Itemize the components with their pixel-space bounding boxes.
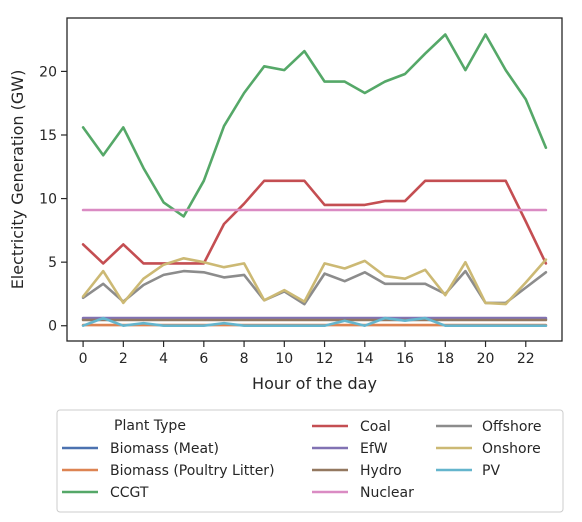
legend-title: Plant Type [114, 418, 186, 434]
series-line-offshore [81, 269, 548, 306]
legend-box [56, 409, 564, 513]
legend-item-hydro: Hydro [312, 463, 402, 479]
y-tick-label: 0 [48, 319, 57, 335]
legend-label: EfW [360, 441, 388, 457]
legend-label: Nuclear [360, 485, 414, 501]
legend-label: PV [482, 463, 500, 479]
x-tick-label: 6 [199, 351, 208, 367]
y-axis-ticks: 0 5 10 15 20 [39, 64, 67, 335]
x-tick-label: 14 [356, 351, 374, 367]
legend-label: Onshore [482, 441, 541, 457]
plot-lines [81, 33, 548, 328]
legend-label: Biomass (Poultry Litter) [110, 463, 275, 479]
legend-item-nuclear: Nuclear [312, 485, 414, 501]
legend-item-efw: EfW [312, 441, 388, 457]
legend-label: Biomass (Meat) [110, 441, 219, 457]
legend-item-biomass-meat: Biomass (Meat) [62, 441, 219, 457]
y-tick-label: 15 [39, 128, 57, 144]
legend-item-pv: PV [436, 463, 500, 479]
legend: Plant Type Biomass (Meat) Biomass (Poultr… [56, 409, 564, 513]
x-axis-ticks: 0 2 4 6 8 10 12 14 16 18 20 22 [79, 341, 535, 367]
x-tick-label: 10 [275, 351, 293, 367]
x-axis-label: Hour of the day [252, 374, 377, 393]
legend-item-offshore: Offshore [436, 419, 541, 435]
legend-item-onshore: Onshore [436, 441, 541, 457]
y-tick-label: 20 [39, 64, 57, 80]
legend-label: Hydro [360, 463, 402, 479]
legend-item-ccgt: CCGT [62, 485, 149, 501]
legend-items: Biomass (Meat) Biomass (Poultry Litter) CC… [62, 419, 541, 501]
y-axis-label: Electricity Generation (GW) [8, 70, 27, 290]
legend-label: Offshore [482, 419, 541, 435]
y-tick-label: 10 [39, 192, 57, 208]
legend-label: CCGT [110, 485, 149, 501]
x-tick-label: 2 [119, 351, 128, 367]
x-tick-label: 0 [79, 351, 88, 367]
x-tick-label: 12 [316, 351, 334, 367]
series-line-pv [81, 316, 548, 328]
x-tick-label: 22 [517, 351, 535, 367]
plot-frame [66, 17, 563, 342]
series-line-ccgt [81, 33, 548, 218]
legend-item-coal: Coal [312, 419, 391, 435]
series-line-coal [81, 179, 548, 265]
legend-label: Coal [360, 419, 391, 435]
x-tick-label: 8 [240, 351, 249, 367]
x-tick-label: 18 [436, 351, 454, 367]
x-tick-label: 16 [396, 351, 414, 367]
x-tick-label: 20 [477, 351, 495, 367]
x-tick-label: 4 [159, 351, 168, 367]
y-tick-label: 5 [48, 255, 57, 271]
series-line-onshore [81, 256, 548, 306]
legend-item-biomass-poultry-litter: Biomass (Poultry Litter) [62, 463, 275, 479]
